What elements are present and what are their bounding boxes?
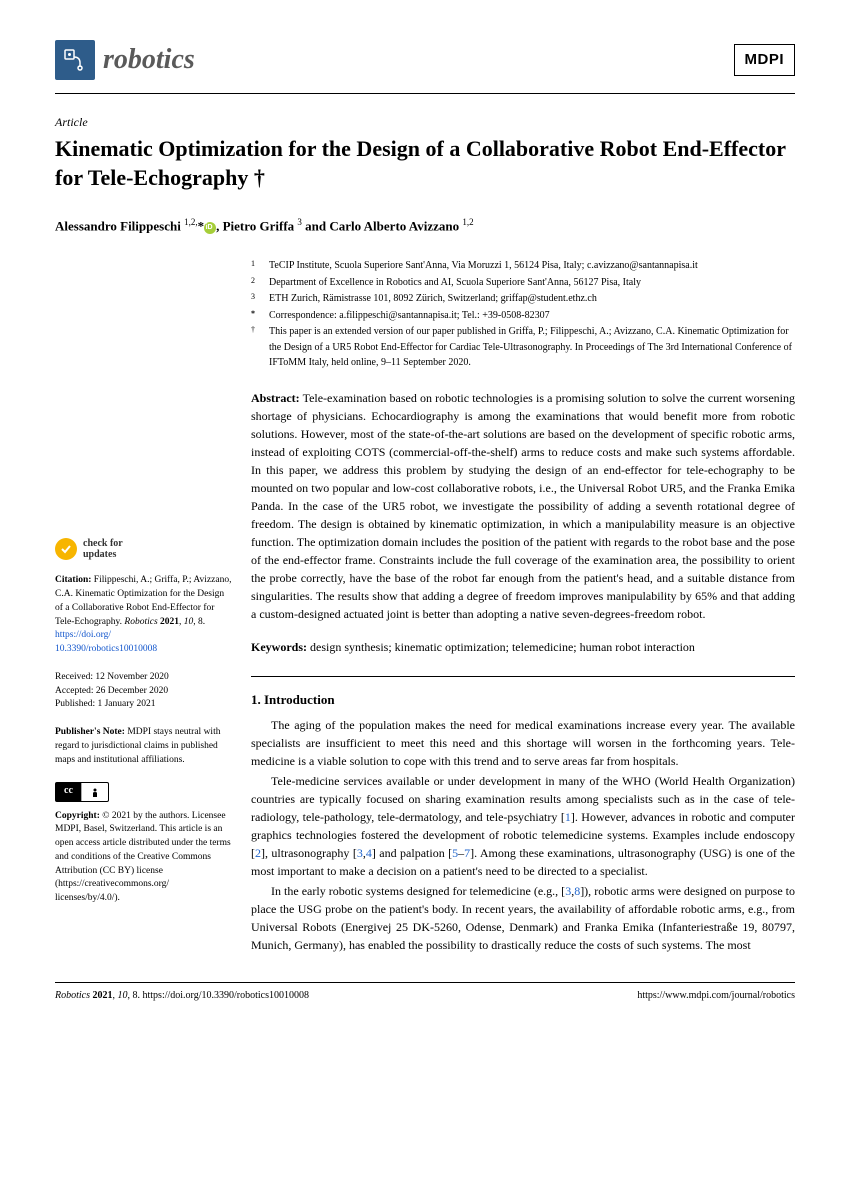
by-icon — [82, 783, 108, 801]
intro-para-3: In the early robotic systems designed fo… — [251, 882, 795, 954]
authors-line: Alessandro Filippeschi 1,2,*, Pietro Gri… — [55, 216, 795, 236]
keywords-label: Keywords: — [251, 640, 307, 654]
affiliation-2: Department of Excellence in Robotics and… — [269, 275, 641, 291]
article-type: Article — [55, 114, 795, 131]
citation-label: Citation: — [55, 575, 91, 585]
footer-right: https://www.mdpi.com/journal/robotics — [637, 989, 795, 1004]
section-rule — [251, 676, 795, 677]
journal-name: robotics — [103, 40, 195, 81]
robotics-icon — [55, 40, 95, 80]
correspondence: Correspondence: a.filippeschi@santannapi… — [269, 308, 550, 324]
abstract: Abstract: Tele-examination based on robo… — [251, 389, 795, 623]
affiliation-1: TeCIP Institute, Scuola Superiore Sant'A… — [269, 258, 698, 274]
publisher-logo: MDPI — [734, 44, 796, 76]
affiliation-3: ETH Zurich, Rämistrasse 101, 8092 Zürich… — [269, 291, 597, 307]
date-published: Published: 1 January 2021 — [55, 698, 233, 712]
intro-para-1: The aging of the population makes the ne… — [251, 716, 795, 770]
date-accepted: Accepted: 26 December 2020 — [55, 685, 233, 699]
check-icon — [55, 538, 77, 560]
footer-left: Robotics 2021, 10, 8. https://doi.org/10… — [55, 989, 309, 1004]
dates-block: Received: 12 November 2020 Accepted: 26 … — [55, 671, 233, 712]
affiliations: 1TeCIP Institute, Scuola Superiore Sant'… — [251, 258, 795, 371]
page-header: robotics MDPI — [55, 40, 795, 81]
main-column: 1TeCIP Institute, Scuola Superiore Sant'… — [251, 258, 795, 956]
cc-icon: cc — [56, 783, 82, 801]
sidebar: check forupdates Citation: Filippeschi, … — [55, 258, 233, 956]
citation-block: Citation: Filippeschi, A.; Griffa, P.; A… — [55, 574, 233, 657]
orcid-icon — [204, 222, 216, 234]
copyright-block: Copyright: © 2021 by the authors. Licens… — [55, 810, 233, 906]
copyright-label: Copyright: — [55, 811, 100, 821]
check-updates-badge[interactable]: check forupdates — [55, 538, 233, 560]
intro-para-2: Tele-medicine services available or unde… — [251, 772, 795, 880]
abstract-text: Tele-examination based on robotic techno… — [251, 391, 795, 621]
abstract-label: Abstract: — [251, 391, 300, 405]
check-updates-label: check forupdates — [83, 538, 123, 560]
header-rule — [55, 93, 795, 94]
journal-logo: robotics — [55, 40, 195, 81]
article-title: Kinematic Optimization for the Design of… — [55, 135, 795, 192]
page-footer: Robotics 2021, 10, 8. https://doi.org/10… — [55, 982, 795, 1004]
keywords: Keywords: design synthesis; kinematic op… — [251, 639, 795, 656]
pubnote-label: Publisher's Note: — [55, 727, 125, 737]
cc-by-badge: cc — [55, 782, 109, 802]
paper-note: This paper is an extended version of our… — [269, 324, 795, 371]
publishers-note: Publisher's Note: MDPI stays neutral wit… — [55, 726, 233, 767]
keywords-text: design synthesis; kinematic optimization… — [310, 640, 695, 654]
date-received: Received: 12 November 2020 — [55, 671, 233, 685]
intro-heading: 1. Introduction — [251, 691, 795, 710]
